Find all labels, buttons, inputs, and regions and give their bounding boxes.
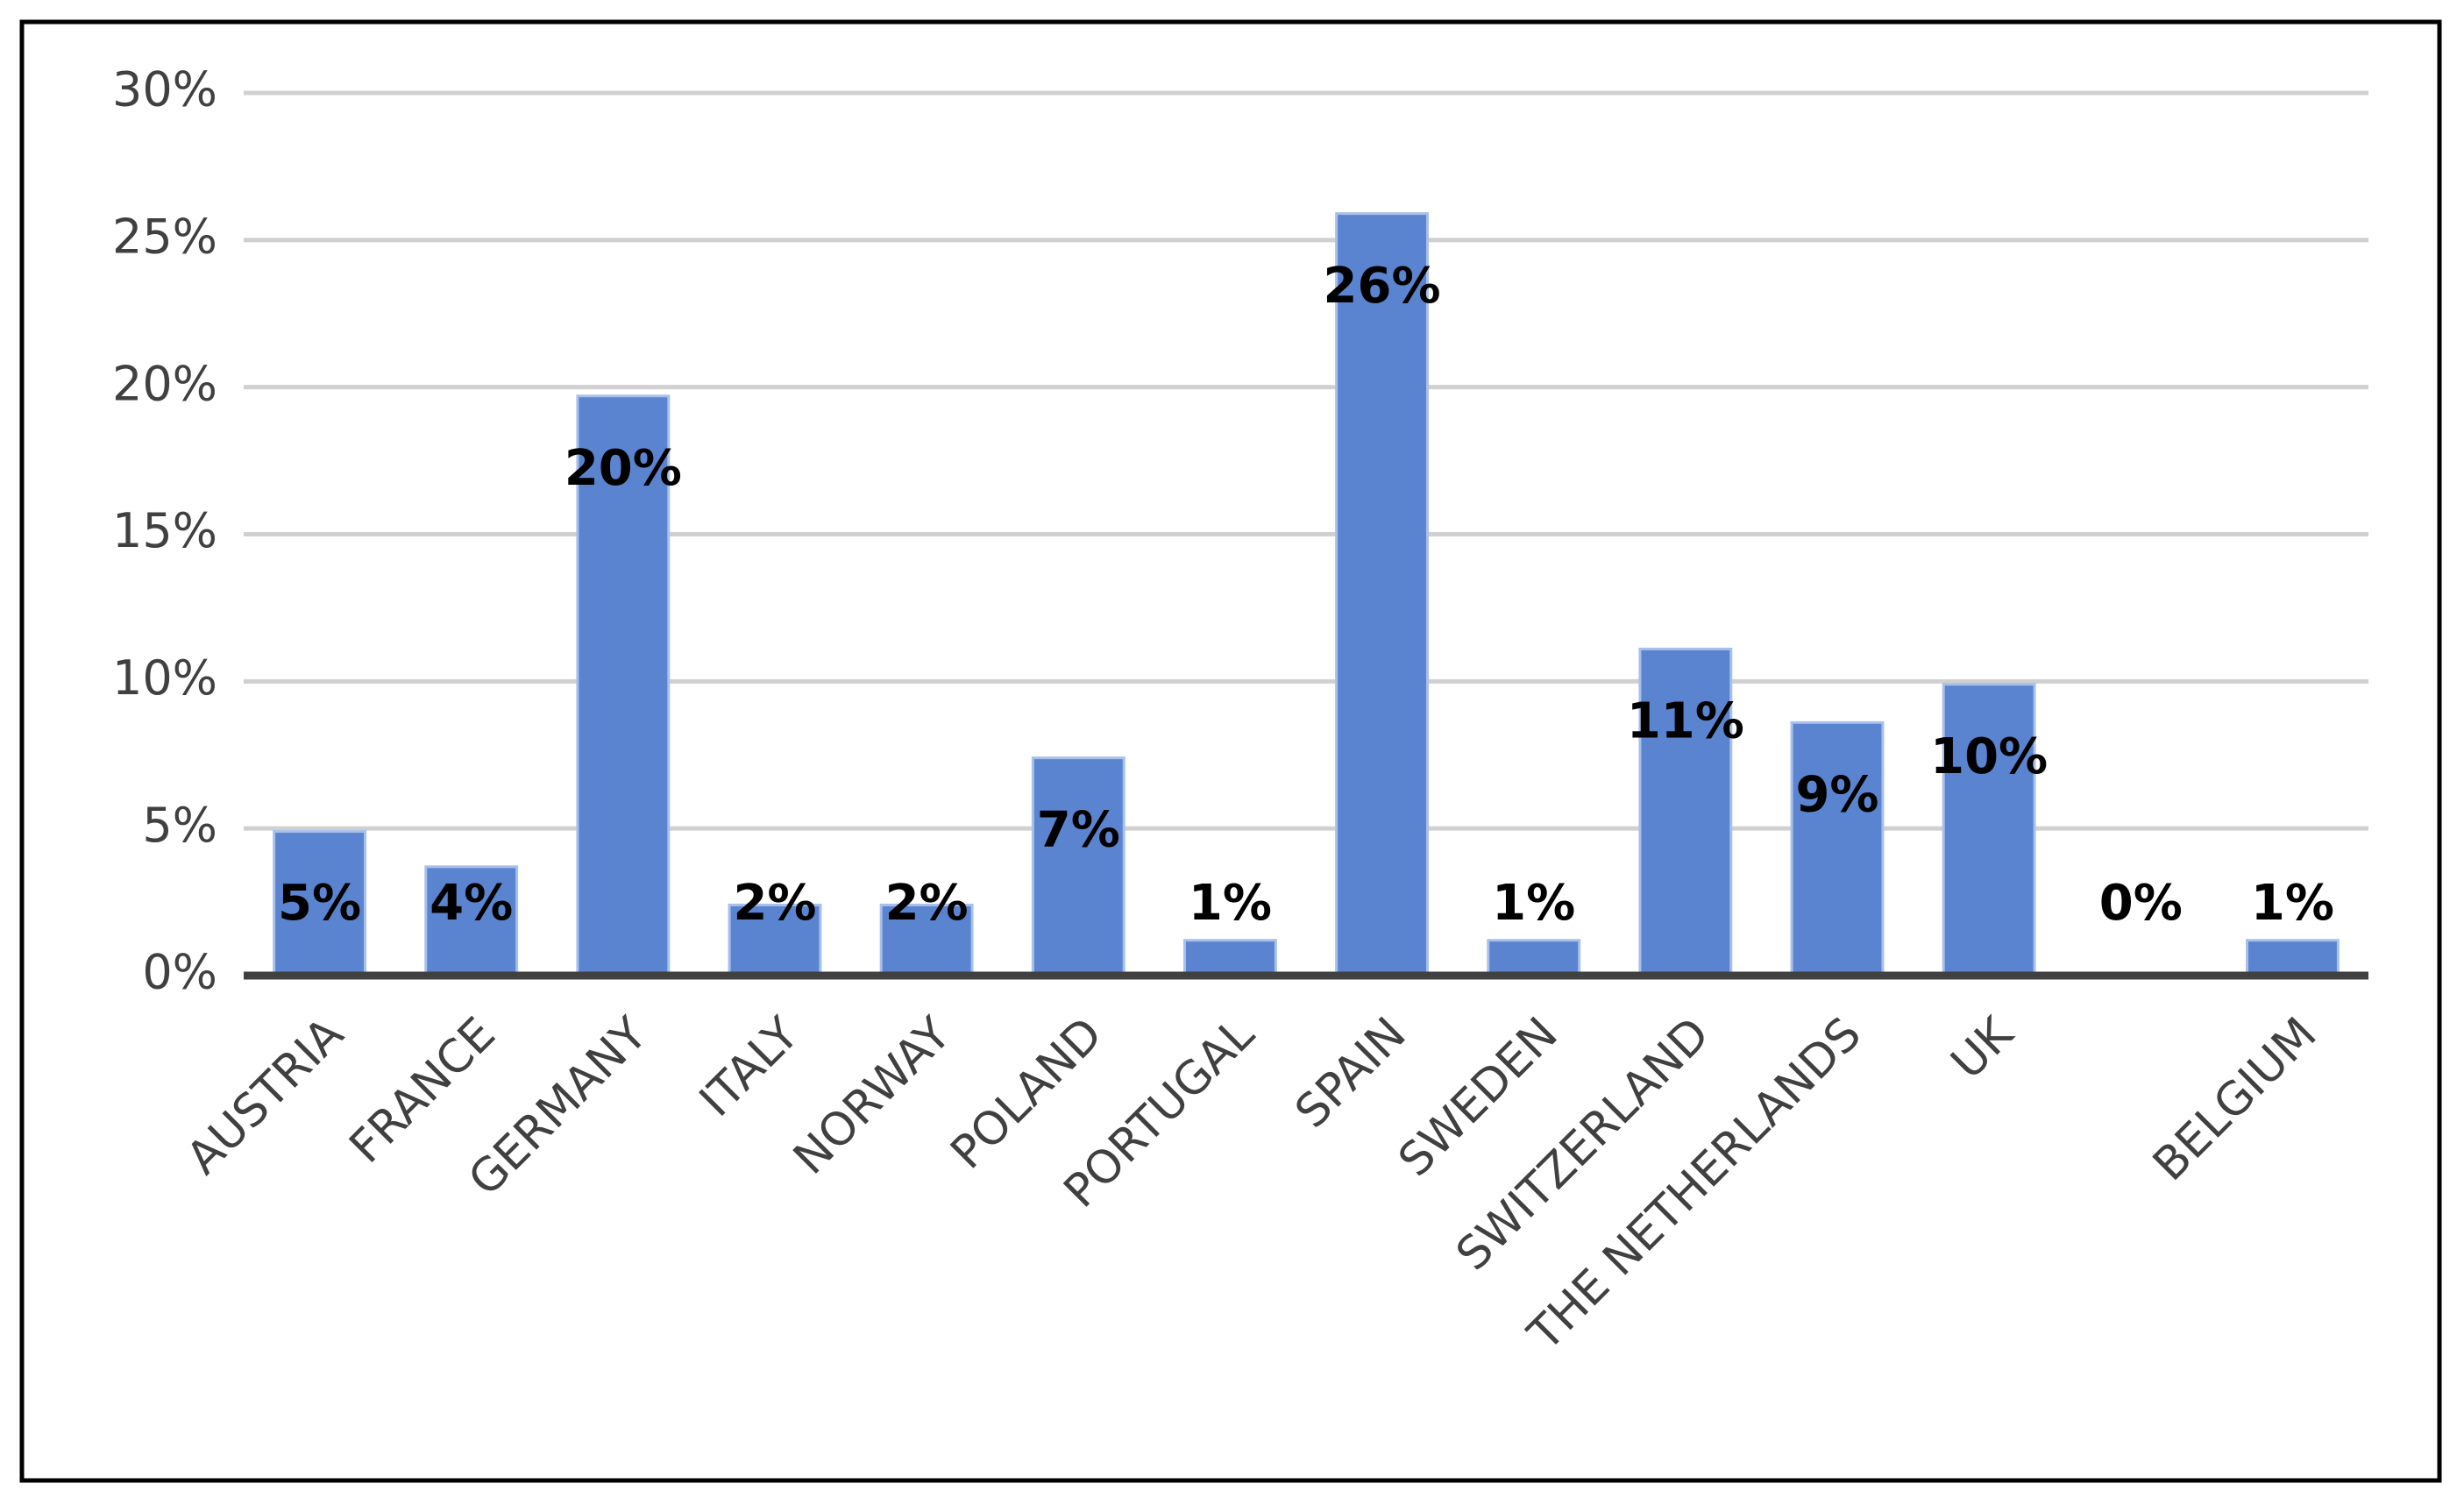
- data-label: 1%: [2251, 875, 2334, 932]
- y-tick-label: 10%: [112, 650, 217, 706]
- bar: [1335, 212, 1430, 977]
- data-label: 1%: [1189, 875, 1272, 932]
- data-label: 11%: [1627, 693, 1744, 750]
- data-label: 1%: [1492, 875, 1575, 932]
- data-label: 2%: [885, 875, 969, 932]
- bar: [1182, 939, 1277, 977]
- data-label: 5%: [278, 875, 361, 932]
- data-label: 4%: [430, 875, 513, 932]
- data-label: 9%: [1795, 766, 1878, 823]
- bar: [1487, 939, 1581, 977]
- chart-border: [19, 19, 2442, 1483]
- bar: [1031, 756, 1125, 977]
- data-label: 20%: [565, 440, 682, 497]
- y-tick-label: 25%: [112, 209, 217, 264]
- bar: [1790, 721, 1885, 977]
- data-label: 0%: [2099, 875, 2183, 932]
- data-label: 7%: [1037, 802, 1120, 859]
- y-tick-label: 30%: [112, 62, 217, 117]
- y-tick-label: 5%: [142, 798, 217, 853]
- y-tick-label: 20%: [112, 356, 217, 411]
- y-tick-label: 15%: [112, 503, 217, 558]
- bar: [728, 903, 822, 977]
- y-tick-label: 0%: [142, 945, 217, 1000]
- data-label: 10%: [1930, 728, 2048, 785]
- data-label: 26%: [1324, 258, 1441, 315]
- data-label: 2%: [733, 875, 816, 932]
- bar: [2245, 939, 2340, 977]
- bar: [273, 830, 367, 977]
